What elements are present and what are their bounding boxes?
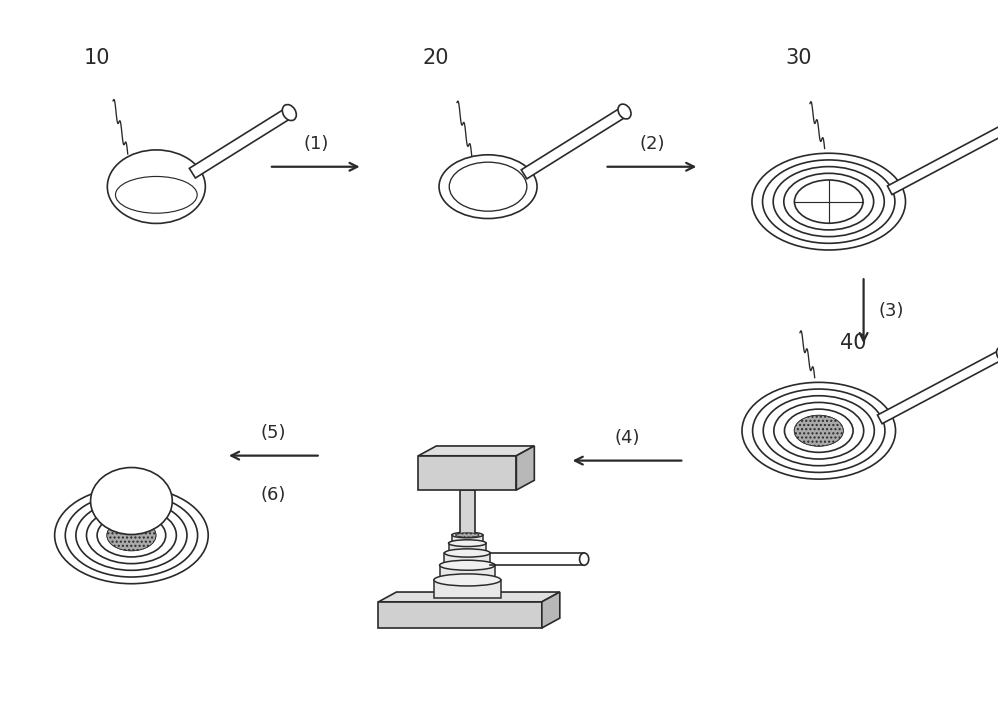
Polygon shape: [452, 535, 483, 543]
Polygon shape: [418, 446, 534, 456]
Ellipse shape: [580, 553, 589, 565]
Polygon shape: [434, 580, 501, 598]
Ellipse shape: [456, 533, 479, 537]
Ellipse shape: [91, 467, 172, 534]
Ellipse shape: [618, 104, 631, 119]
Text: 40: 40: [840, 333, 867, 353]
Ellipse shape: [452, 532, 483, 538]
Polygon shape: [516, 446, 534, 490]
Polygon shape: [189, 107, 292, 178]
Ellipse shape: [449, 162, 527, 211]
Polygon shape: [460, 490, 475, 535]
Text: 10: 10: [83, 48, 110, 68]
Text: (5): (5): [261, 424, 286, 442]
Text: (4): (4): [614, 429, 640, 447]
Ellipse shape: [282, 105, 296, 120]
Ellipse shape: [107, 150, 205, 224]
Polygon shape: [440, 565, 495, 580]
Text: 30: 30: [786, 48, 812, 68]
Text: 20: 20: [422, 48, 449, 68]
Ellipse shape: [440, 560, 495, 570]
Ellipse shape: [434, 574, 501, 586]
Ellipse shape: [997, 348, 1000, 361]
Polygon shape: [444, 553, 490, 565]
Polygon shape: [378, 592, 560, 602]
Text: (3): (3): [879, 302, 904, 320]
Text: (2): (2): [639, 135, 665, 153]
Polygon shape: [542, 592, 560, 628]
Ellipse shape: [794, 180, 863, 224]
Polygon shape: [877, 350, 1000, 424]
Ellipse shape: [456, 533, 479, 537]
Ellipse shape: [97, 513, 166, 557]
Ellipse shape: [784, 409, 853, 452]
Polygon shape: [418, 456, 516, 490]
Polygon shape: [887, 117, 1000, 195]
Ellipse shape: [107, 520, 156, 551]
Ellipse shape: [107, 520, 156, 551]
Ellipse shape: [439, 155, 537, 218]
Ellipse shape: [449, 540, 486, 547]
Ellipse shape: [794, 415, 843, 446]
Ellipse shape: [794, 415, 843, 446]
Polygon shape: [521, 107, 627, 179]
Text: (6): (6): [261, 485, 286, 503]
Ellipse shape: [444, 549, 490, 557]
Text: (1): (1): [303, 135, 328, 153]
Polygon shape: [449, 543, 486, 553]
Polygon shape: [378, 602, 542, 628]
